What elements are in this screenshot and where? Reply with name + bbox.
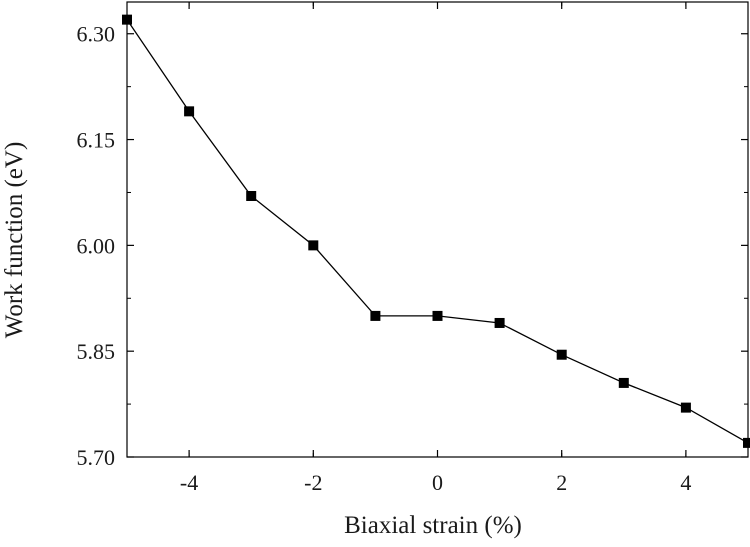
axis-ticks (127, 2, 748, 458)
plot-lines (126, 1, 749, 458)
y-tick-label: 6.00 (77, 233, 116, 258)
data-point (556, 349, 567, 360)
data-point (246, 190, 257, 201)
plot-frame (126, 1, 749, 458)
x-axis-title: Biaxial strain (%) (344, 512, 522, 539)
y-tick-label: 6.15 (77, 128, 116, 153)
tick-labels: -4 -2 0 2 4 5.70 5.85 6.00 6.15 6.30 (77, 22, 692, 495)
x-tick-label: -2 (304, 470, 322, 495)
data-marks (122, 14, 750, 448)
y-axis-title: Work function (eV) (1, 142, 28, 339)
data-point (370, 310, 381, 321)
data-point (743, 437, 750, 448)
x-tick-label: -4 (180, 470, 198, 495)
x-tick-label: 2 (556, 470, 567, 495)
x-tick-label: 4 (680, 470, 691, 495)
y-tick-label: 5.85 (77, 339, 116, 364)
data-point (494, 317, 505, 328)
data-point (432, 310, 443, 321)
data-point (184, 106, 195, 117)
data-point (618, 377, 629, 388)
x-tick-label: 0 (432, 470, 443, 495)
data-point (122, 14, 132, 25)
series-line (126, 19, 749, 444)
y-tick-label: 5.70 (77, 445, 116, 470)
data-point (308, 240, 319, 251)
y-tick-label: 6.30 (77, 22, 116, 47)
data-point (680, 402, 691, 413)
